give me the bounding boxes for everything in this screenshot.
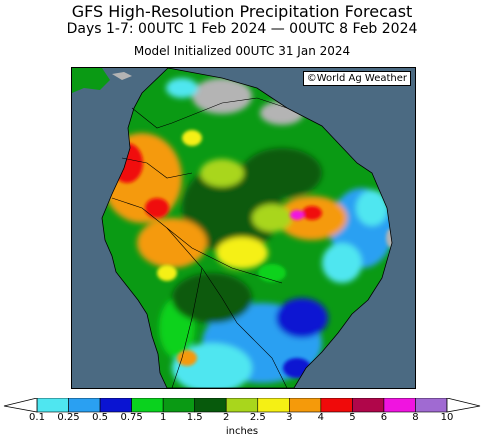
colorbar-tick-label: 2 — [223, 412, 230, 423]
colorbar-tick-label: 3 — [286, 412, 293, 423]
colorbar-tick-label: 10 — [440, 412, 454, 423]
colorbar-bin — [68, 398, 101, 413]
colorbar-bin — [352, 398, 385, 413]
colorbar-bin — [257, 398, 290, 413]
colorbar-tick-label: 0.25 — [57, 412, 80, 423]
colorbar-tick-labels: 0.1 0.25 0.5 0.75 1 1.5 2 2.5 3 4 5 6 8 10 — [0, 412, 484, 426]
colorbar-bin — [194, 398, 227, 413]
colorbar-arrow-low — [3, 398, 38, 413]
forecast-period: Days 1-7: 00UTC 1 Feb 2024 — 00UTC 8 Feb… — [66, 21, 418, 37]
colorbar-tick-label: 8 — [412, 412, 419, 423]
colorbar-bin — [289, 398, 322, 413]
colorbar — [3, 398, 481, 413]
country-borders — [111, 97, 288, 388]
model-initialized-label: Model Initialized 00UTC 31 Jan 2024 — [133, 44, 351, 58]
colorbar-tick-label: 6 — [380, 412, 388, 423]
colorbar-bin — [320, 398, 353, 413]
caribbean-island — [112, 72, 132, 80]
colorbar-bins — [36, 398, 448, 413]
colorbar-tick-label: 5 — [349, 412, 356, 423]
colorbar-bin — [99, 398, 132, 413]
colorbar-tick-label: 4 — [317, 412, 325, 423]
credit-label: ©World Ag Weather — [302, 71, 411, 86]
colorbar-bin — [415, 398, 448, 413]
colorbar-bin — [225, 398, 259, 413]
colorbar-arrow-high — [446, 398, 481, 413]
colorbar-tick-label: 0.5 — [92, 412, 109, 423]
colorbar-units: inches — [225, 426, 259, 437]
colorbar-tick-label: 1.5 — [186, 412, 203, 423]
colorbar-tick-label: 0.1 — [29, 412, 45, 423]
colorbar-bin — [131, 398, 164, 413]
colorbar-bin — [383, 398, 416, 413]
central-america — [72, 68, 110, 93]
map-canvas — [72, 68, 415, 388]
map-title: GFS High-Resolution Precipitation Foreca… — [71, 2, 413, 21]
colorbar-bin — [162, 398, 195, 413]
colorbar-tick-label: 1 — [159, 412, 167, 423]
colorbar-bin — [36, 398, 69, 413]
colorbar-tick-label: 2.5 — [249, 412, 266, 423]
precipitation-map: ©World Ag Weather — [71, 67, 416, 389]
colorbar-tick-label: 0.75 — [120, 412, 143, 423]
